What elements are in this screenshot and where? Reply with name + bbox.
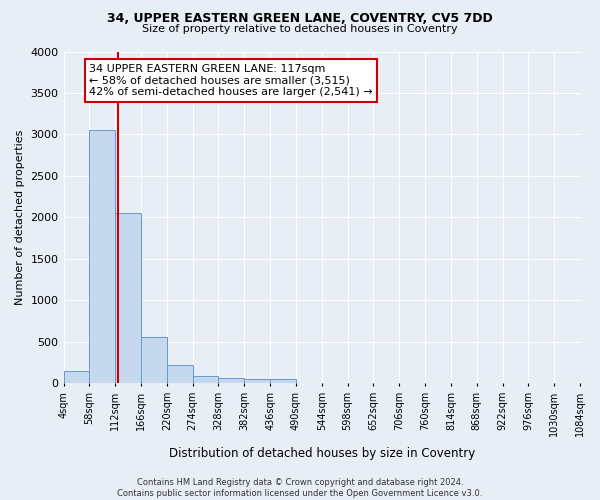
Text: Contains HM Land Registry data © Crown copyright and database right 2024.
Contai: Contains HM Land Registry data © Crown c…: [118, 478, 482, 498]
Bar: [167, 365, 193, 383]
Bar: [141, 336, 167, 383]
Y-axis label: Number of detached properties: Number of detached properties: [15, 130, 25, 305]
Bar: [89, 130, 115, 383]
Text: Size of property relative to detached houses in Coventry: Size of property relative to detached ho…: [142, 24, 458, 34]
Bar: [244, 380, 270, 383]
Bar: [270, 380, 296, 383]
Text: 34, UPPER EASTERN GREEN LANE, COVENTRY, CV5 7DD: 34, UPPER EASTERN GREEN LANE, COVENTRY, …: [107, 12, 493, 26]
Bar: [115, 213, 141, 383]
Bar: [64, 370, 89, 383]
Bar: [218, 378, 244, 383]
X-axis label: Distribution of detached houses by size in Coventry: Distribution of detached houses by size …: [169, 447, 475, 460]
Bar: [193, 376, 218, 383]
Text: 34 UPPER EASTERN GREEN LANE: 117sqm
← 58% of detached houses are smaller (3,515): 34 UPPER EASTERN GREEN LANE: 117sqm ← 58…: [89, 64, 373, 97]
